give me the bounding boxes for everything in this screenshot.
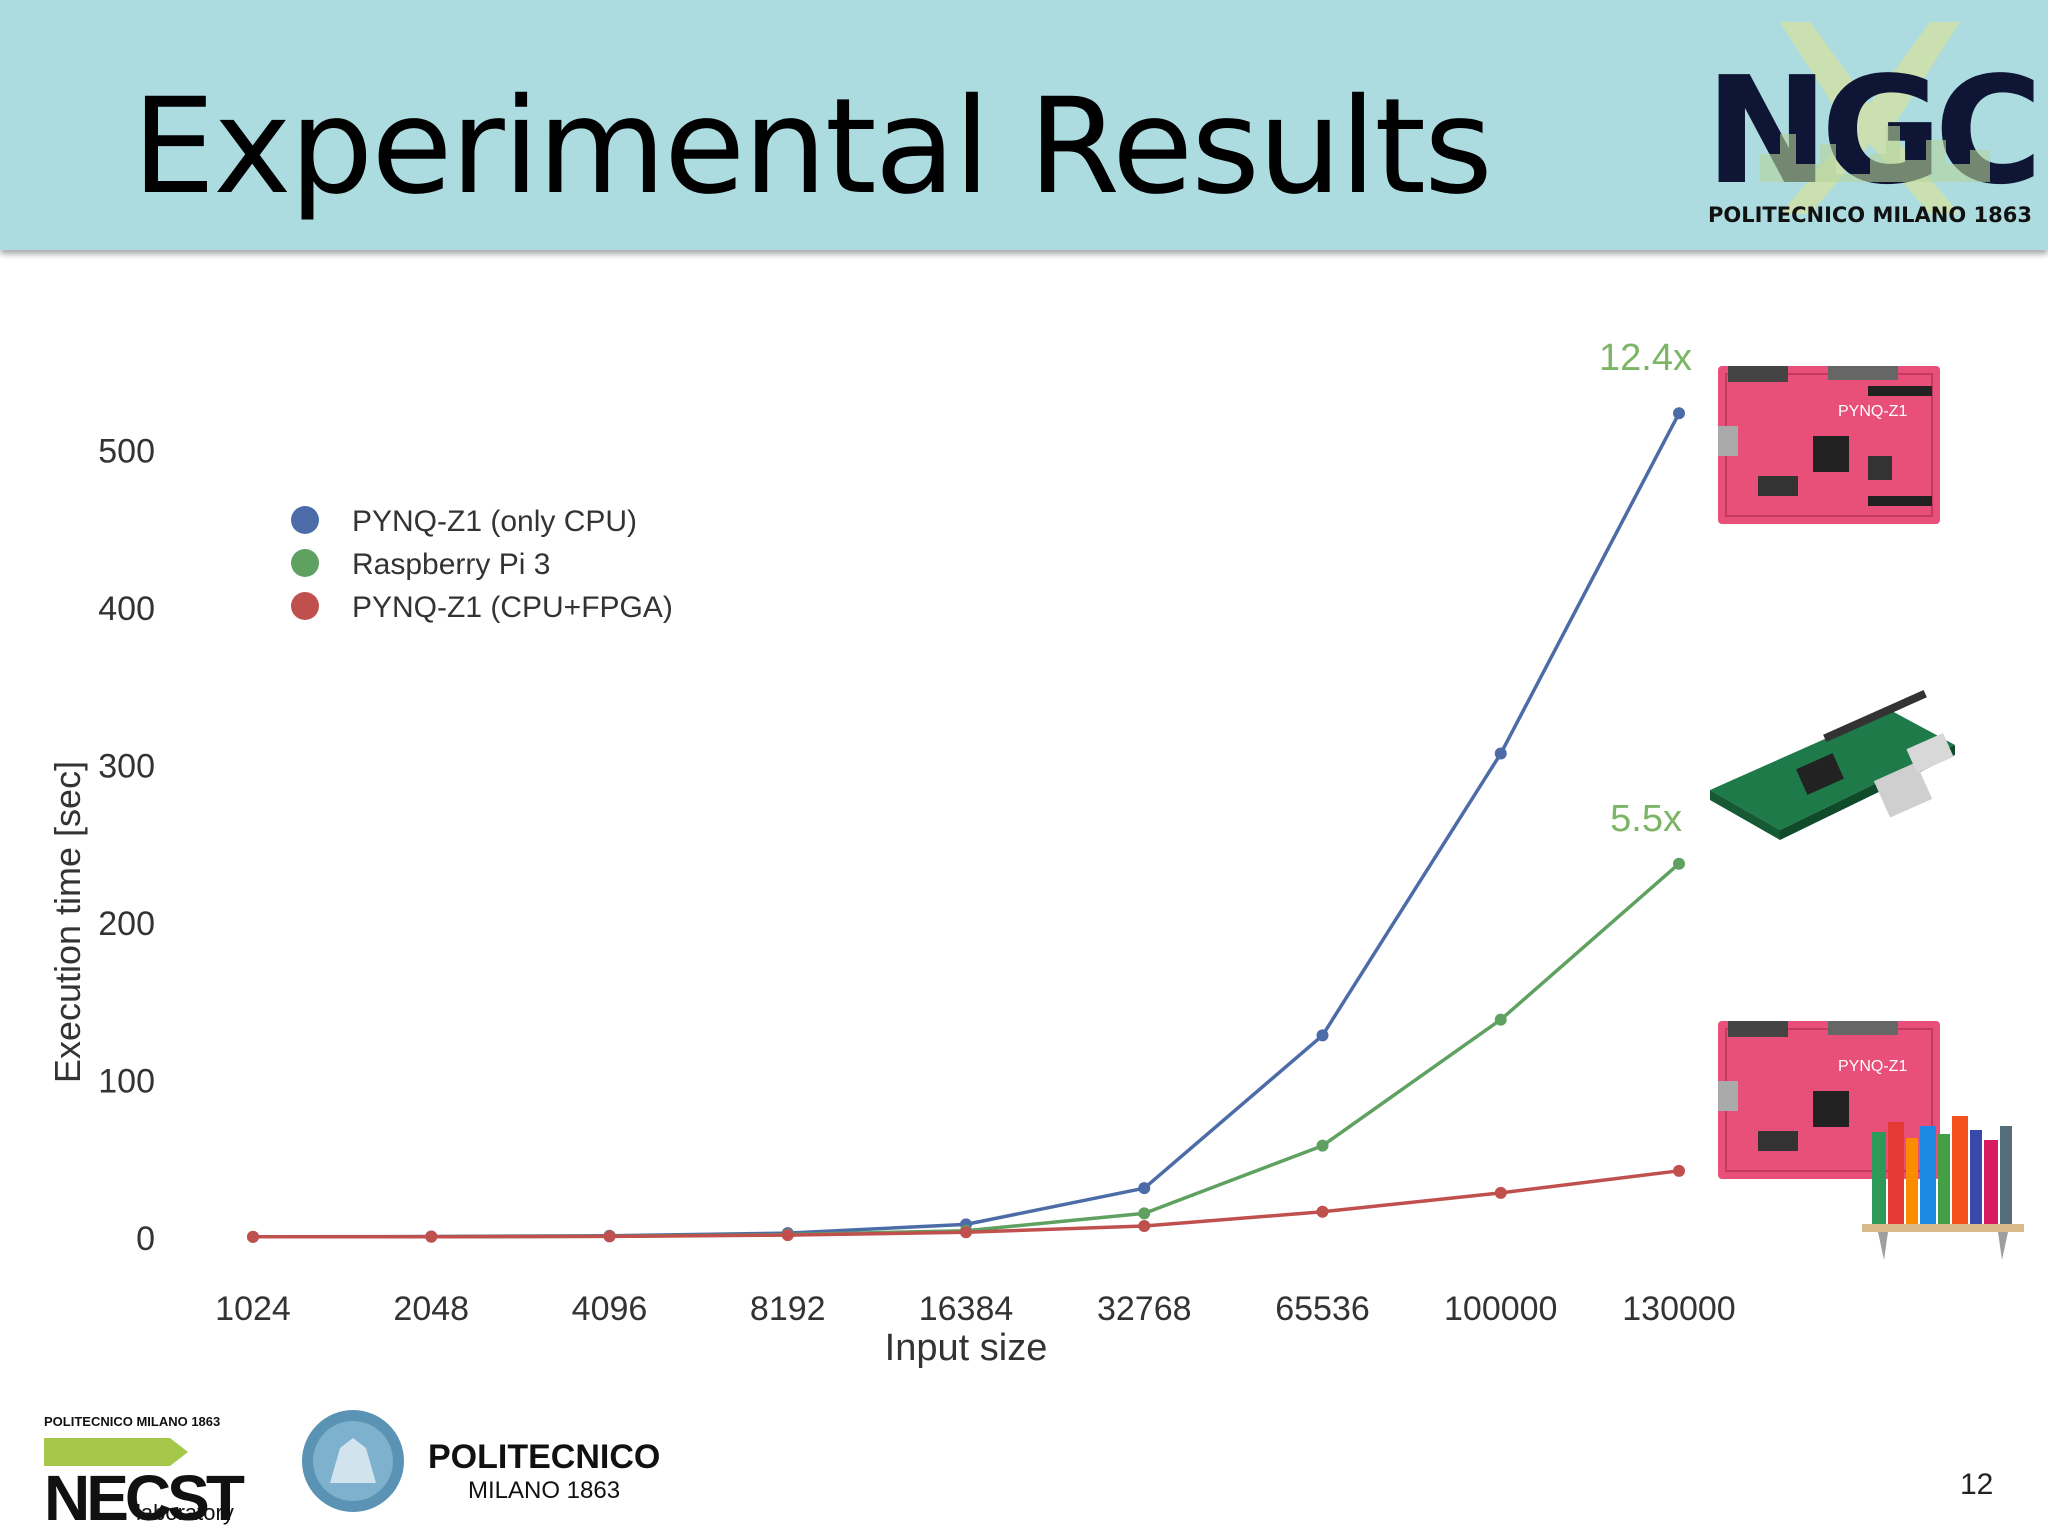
page-number: 12 [1960, 1468, 1994, 1501]
y-tick-label: 200 [98, 905, 155, 943]
pynq-board-label: PYNQ-Z1 [1838, 403, 1907, 420]
ngc-logo-text: NGC [1705, 45, 2035, 217]
y-tick-label: 0 [136, 1220, 155, 1258]
data-point [1494, 1013, 1507, 1026]
pynq-board-label-2: PYNQ-Z1 [1838, 1058, 1907, 1075]
series-lines [247, 407, 1685, 1243]
speedup-annotation-rpi: 5.5x [1610, 798, 1682, 840]
legend-marker [291, 549, 319, 577]
data-point [603, 1230, 616, 1243]
data-point [1673, 1164, 1685, 1177]
series-line [252, 862, 1681, 1239]
series-2 [247, 1164, 1685, 1243]
speedup-annotation-cpu: 12.4x [1599, 337, 1692, 379]
legend: PYNQ-Z1 (only CPU) Raspberry Pi 3 PYNQ-Z1 … [291, 505, 673, 624]
data-point [1494, 1186, 1507, 1199]
data-point [425, 1230, 438, 1243]
raspberry-pi-image [1710, 689, 1955, 840]
data-point [1138, 1182, 1151, 1195]
x-tick-label: 16384 [919, 1290, 1014, 1328]
y-axis-label: Execution time [sec] [47, 761, 88, 1083]
skyline-icon [1760, 126, 1990, 182]
politecnico-wordmark: POLITECNICO MILANO 1863 [428, 1438, 660, 1504]
data-point [781, 1229, 794, 1242]
library-bookshelf-icon [1862, 1116, 2024, 1260]
x-tick-label: 100000 [1444, 1290, 1557, 1328]
y-axis-ticks: 0 100 200 300 400 500 [98, 433, 155, 1259]
x-tick-label: 8192 [750, 1290, 826, 1328]
data-point [1316, 1139, 1329, 1152]
ngc-logo: NGC POLITECNICO MILANO 1863 [1705, 22, 2040, 227]
y-tick-label: 400 [98, 590, 155, 628]
data-point [1316, 1205, 1329, 1218]
legend-label: PYNQ-Z1 (only CPU) [352, 505, 637, 538]
polimi-sub: MILANO 1863 [468, 1477, 620, 1504]
data-point [247, 1230, 259, 1243]
x-tick-label: 4096 [572, 1290, 648, 1328]
chart: 0 100 200 300 400 500 1024 2048 4096 8192 16384 32… [47, 337, 2024, 1369]
data-point [1494, 747, 1507, 760]
data-point [1673, 407, 1685, 420]
y-tick-label: 300 [98, 748, 155, 786]
x-axis-ticks: 1024 2048 4096 8192 16384 32768 65536 100000 130… [215, 1290, 1736, 1328]
polimi-name: POLITECNICO [428, 1438, 660, 1476]
necst-top-text: POLITECNICO MILANO 1863 [44, 1414, 220, 1429]
necst-name: NECST [44, 1462, 245, 1528]
slide-title: Experimental Results [132, 70, 1493, 224]
legend-label: PYNQ-Z1 (CPU+FPGA) [352, 591, 673, 624]
ngc-subtitle: POLITECNICO MILANO 1863 [1708, 203, 2032, 227]
title-bar: Experimental Results NGC POLITECNICO MIL… [0, 0, 2048, 250]
data-point [1138, 1219, 1151, 1232]
necst-arrow-icon [44, 1438, 188, 1466]
data-point [960, 1226, 972, 1239]
x-tick-label: 65536 [1275, 1290, 1370, 1328]
data-point [1673, 857, 1685, 870]
necst-sub: laboratory [136, 1500, 234, 1525]
necst-laboratory-logo: POLITECNICO MILANO 1863 NECST laboratory [44, 1414, 249, 1528]
data-point [1138, 1207, 1151, 1220]
x-tick-label: 130000 [1622, 1290, 1735, 1328]
legend-marker [291, 506, 319, 534]
y-tick-label: 100 [98, 1063, 155, 1101]
x-tick-label: 2048 [393, 1290, 469, 1328]
x-tick-label: 32768 [1097, 1290, 1192, 1328]
legend-label: Raspberry Pi 3 [352, 548, 550, 581]
politecnico-seal-logo [302, 1410, 404, 1512]
legend-marker [291, 592, 319, 620]
y-tick-label: 500 [98, 433, 155, 471]
series-1 [247, 857, 1685, 1243]
x-tick-label: 1024 [215, 1290, 291, 1328]
x-axis-label: Input size [885, 1327, 1048, 1369]
pynq-board-image: PYNQ-Z1 [1718, 366, 1940, 524]
data-point [1316, 1029, 1329, 1042]
